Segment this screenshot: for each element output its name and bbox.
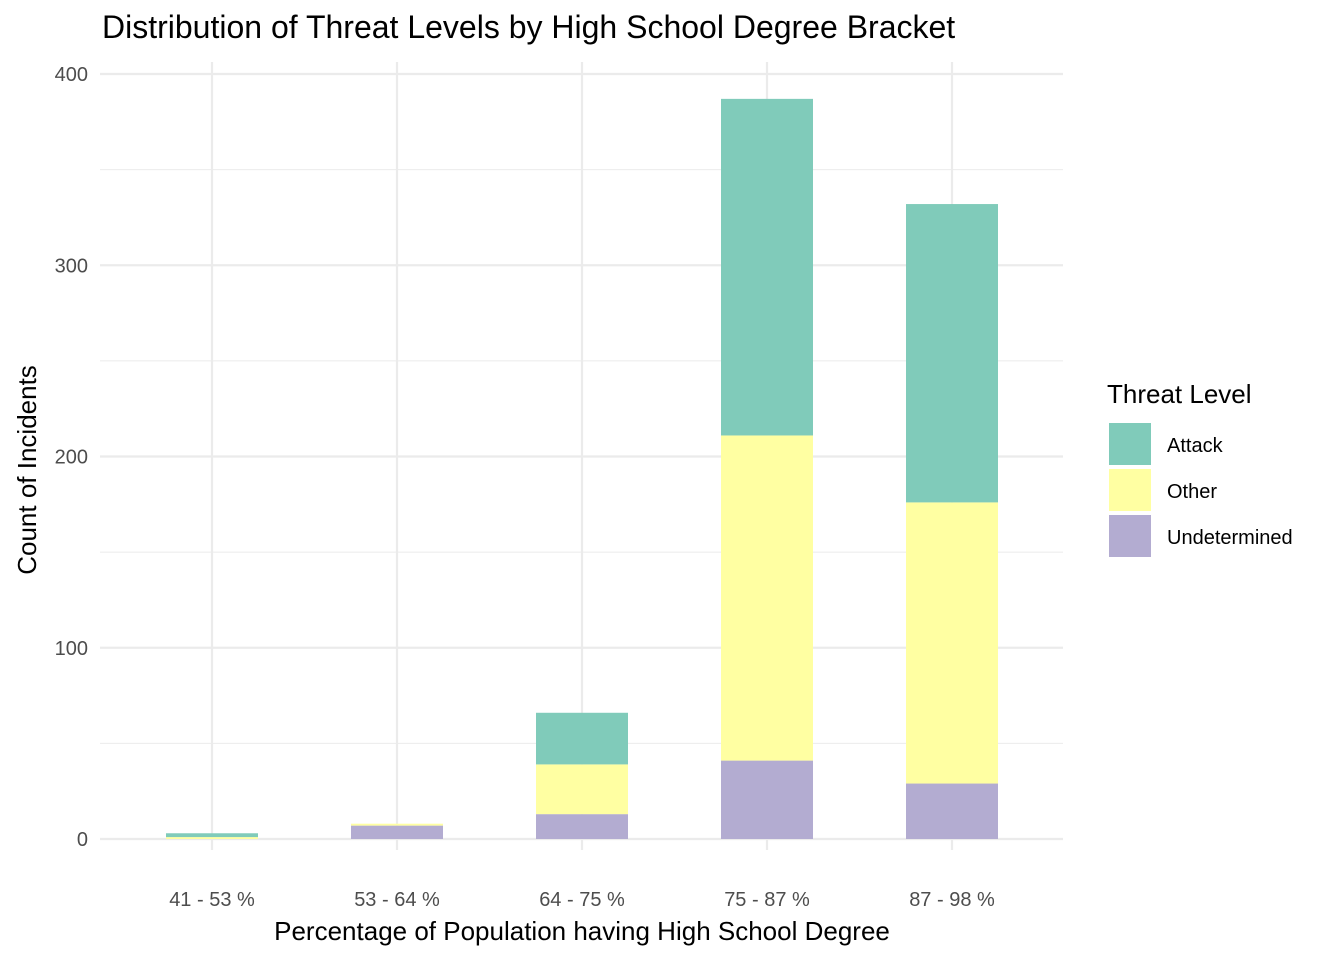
x-axis-title: Percentage of Population having High Sch… <box>274 916 890 946</box>
y-axis-ticks: 0 100 200 300 400 <box>55 64 88 851</box>
x-tick-label: 53 - 64 % <box>354 889 440 911</box>
x-tick-label: 87 - 98 % <box>909 889 995 911</box>
legend-swatch-other <box>1109 469 1151 511</box>
y-tick-label: 300 <box>55 255 88 277</box>
x-tick-label: 75 - 87 % <box>724 889 810 911</box>
legend-label-other: Other <box>1167 481 1217 503</box>
bar-segment-undetermined <box>721 760 813 839</box>
x-axis-ticks: 41 - 53 % 53 - 64 % 64 - 75 % 75 - 87 % 87 -… <box>169 889 995 911</box>
legend-title: Threat Level <box>1107 379 1252 409</box>
legend: Threat Level Attack Other Undetermined <box>1107 379 1293 557</box>
bar-segment-other <box>166 837 258 839</box>
legend-swatch-undetermined <box>1109 515 1151 557</box>
x-tick-label: 64 - 75 % <box>539 889 625 911</box>
legend-label-undetermined: Undetermined <box>1167 527 1293 549</box>
bars <box>166 98 998 839</box>
y-tick-label: 0 <box>77 829 88 851</box>
bar-segment-other <box>906 502 998 784</box>
bar-segment-attack <box>721 98 813 436</box>
y-tick-label: 200 <box>55 447 88 469</box>
bar-segment-other <box>351 823 443 826</box>
y-axis-title: Count of Incidents <box>12 365 42 575</box>
bar-segment-attack <box>166 833 258 838</box>
legend-label-attack: Attack <box>1167 435 1224 457</box>
x-tick-label: 41 - 53 % <box>169 889 255 911</box>
bar-segment-attack <box>536 712 628 765</box>
legend-swatch-attack <box>1109 423 1151 465</box>
y-tick-label: 100 <box>55 638 88 660</box>
chart-title: Distribution of Threat Levels by High Sc… <box>102 9 955 45</box>
y-tick-label: 400 <box>55 64 88 86</box>
bar-segment-other <box>536 764 628 815</box>
bar-segment-undetermined <box>906 783 998 839</box>
bar-segment-undetermined <box>536 814 628 839</box>
bar-segment-other <box>721 435 813 761</box>
bar-segment-attack <box>906 204 998 503</box>
bar-segment-undetermined <box>351 825 443 839</box>
